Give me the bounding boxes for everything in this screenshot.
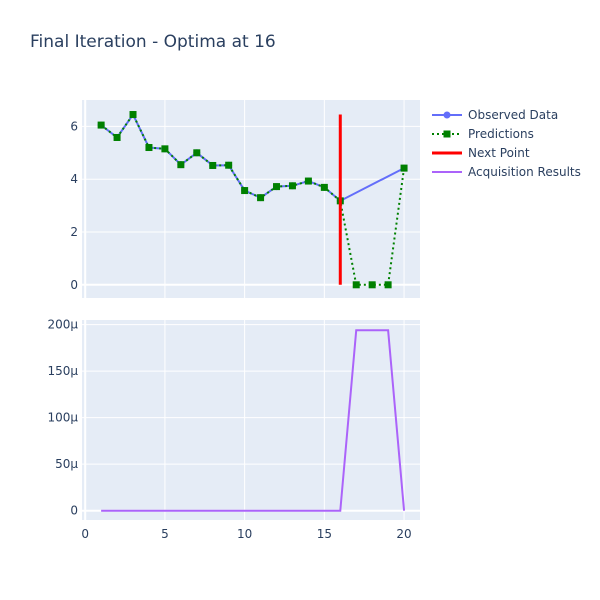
x-tick-label: 0 — [81, 527, 89, 541]
predictions-point — [368, 281, 376, 289]
top-y-tick-label: 0 — [70, 278, 78, 292]
bottom-plot-background — [82, 320, 420, 520]
predictions-point — [241, 187, 249, 195]
x-tick-label: 20 — [396, 527, 411, 541]
bottom-y-tick-label: 200μ — [47, 318, 78, 332]
top-plot-background — [82, 100, 420, 298]
predictions-point — [257, 194, 265, 202]
predictions-point — [352, 281, 360, 289]
legend-predictions-label[interactable]: Predictions — [468, 127, 534, 141]
top-y-tick-label: 6 — [70, 119, 78, 133]
legend-next-point-label[interactable]: Next Point — [468, 146, 530, 160]
top-y-tick-label: 2 — [70, 225, 78, 239]
predictions-point — [113, 133, 121, 141]
predictions-point — [384, 281, 392, 289]
predictions-point — [225, 161, 233, 169]
predictions-point — [304, 177, 312, 185]
predictions-point — [273, 183, 281, 191]
bottom-y-tick-label: 100μ — [47, 411, 78, 425]
legend-observed-data-marker — [443, 111, 451, 119]
top-y-tick-label: 4 — [70, 172, 78, 186]
bottom-y-tick-label: 50μ — [55, 457, 78, 471]
legend-observed-data-label[interactable]: Observed Data — [468, 108, 558, 122]
predictions-point — [129, 111, 137, 119]
acquisition-results-line — [101, 329, 406, 512]
predictions-point — [161, 145, 169, 153]
predictions-point — [177, 161, 185, 169]
predictions-point — [97, 121, 105, 129]
predictions-point — [320, 183, 328, 191]
bottom-y-tick-label: 150μ — [47, 364, 78, 378]
legend-acquisition-results-label[interactable]: Acquisition Results — [468, 165, 581, 179]
x-tick-label: 10 — [237, 527, 252, 541]
x-tick-label: 5 — [161, 527, 169, 541]
chart-title: Final Iteration - Optima at 16 — [30, 32, 276, 52]
predictions-point — [209, 161, 217, 169]
predictions-point — [145, 144, 153, 152]
x-tick-label: 15 — [317, 527, 332, 541]
predictions-point — [288, 182, 296, 190]
legend-predictions-marker — [443, 130, 451, 138]
predictions-point — [400, 164, 408, 172]
predictions-point — [193, 149, 201, 157]
bottom-y-tick-label: 0 — [70, 504, 78, 518]
